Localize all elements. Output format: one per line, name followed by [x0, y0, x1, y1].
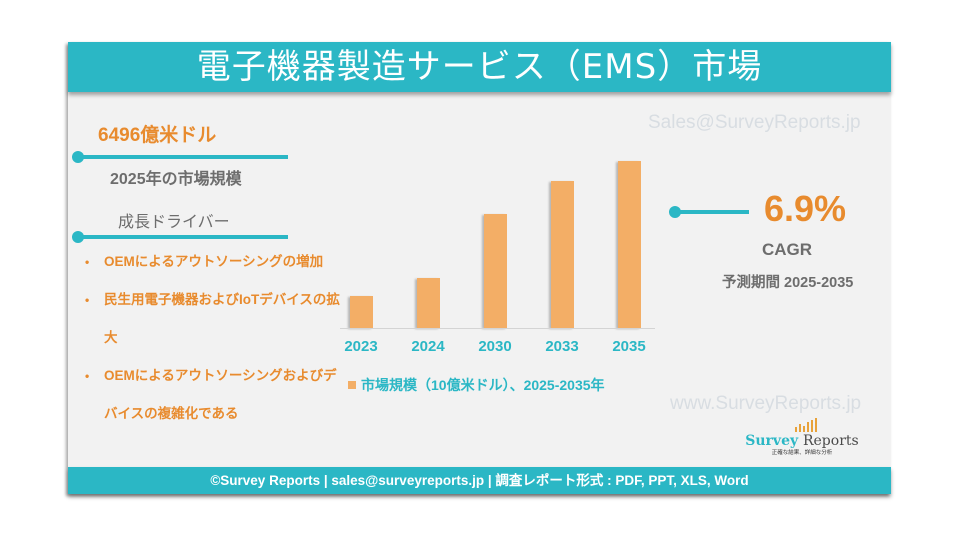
chart-legend: 市場規模（10億米ドル）、2025-2035年 [348, 375, 605, 395]
market-size-label: 2025年の市場規模 [110, 171, 242, 188]
forecast-period: 予測期間 2025-2035 [722, 275, 854, 291]
cagr-value: 6.9% [764, 188, 847, 229]
watermark-email: Sales@SurveyReports.jp [648, 112, 861, 133]
x-tick-label: 2023 [344, 338, 378, 355]
driver-item: • OEMによるアウトソーシングおよびデバイスの複雑化である [82, 357, 342, 433]
driver-text: OEMによるアウトソーシングの増加 [104, 254, 324, 269]
x-tick-label: 2035 [612, 338, 646, 355]
cagr-label: CAGR [762, 240, 813, 259]
x-axis-line [340, 328, 655, 329]
market-size-value: 6496億米ドル [98, 125, 217, 146]
chart-bar-2030 [484, 214, 507, 328]
bullet-icon: • [85, 369, 90, 383]
chart-bar-2024 [417, 278, 440, 328]
chart-bar-2023 [350, 296, 373, 328]
watermark-website: www.SurveyReports.jp [670, 393, 862, 414]
footer-bar: ©Survey Reports | sales@surveyreports.jp… [68, 467, 891, 494]
driver-text: 民生用電子機器およびIoTデバイスの拡大 [104, 292, 340, 345]
page-title: 電子機器製造サービス（EMS）市場 [68, 42, 891, 92]
driver-item: • OEMによるアウトソーシングの増加 [82, 243, 342, 281]
chart-bar-2035 [618, 161, 641, 328]
drivers-list: • OEMによるアウトソーシングの増加 • 民生用電子機器およびIoTデバイスの… [82, 243, 342, 433]
driver-text: OEMによるアウトソーシングおよびデバイスの複雑化である [104, 368, 337, 421]
x-tick-label: 2033 [545, 338, 579, 355]
driver-item: • 民生用電子機器およびIoTデバイスの拡大 [82, 281, 342, 357]
x-tick-label: 2024 [411, 338, 445, 355]
x-tick-label: 2030 [478, 338, 512, 355]
survey-reports-logo: Survey Reports 正確な結果、詳細な分析 [742, 418, 862, 457]
bar-chart-logo-icon [750, 418, 862, 432]
bullet-icon: • [85, 255, 90, 269]
chart-bar-2033 [551, 181, 574, 328]
connector-line [78, 155, 288, 159]
bullet-icon: • [85, 293, 90, 307]
drivers-heading: 成長ドライバー [118, 212, 230, 231]
legend-label: 市場規模（10億米ドル）、2025-2035年 [361, 377, 605, 393]
logo-tagline: 正確な結果、詳細な分析 [771, 450, 833, 456]
infographic-panel [68, 42, 891, 494]
connector-line [675, 210, 749, 214]
logo-name: Survey Reports [745, 433, 859, 449]
legend-swatch-icon [348, 381, 356, 389]
connector-line [78, 235, 288, 239]
